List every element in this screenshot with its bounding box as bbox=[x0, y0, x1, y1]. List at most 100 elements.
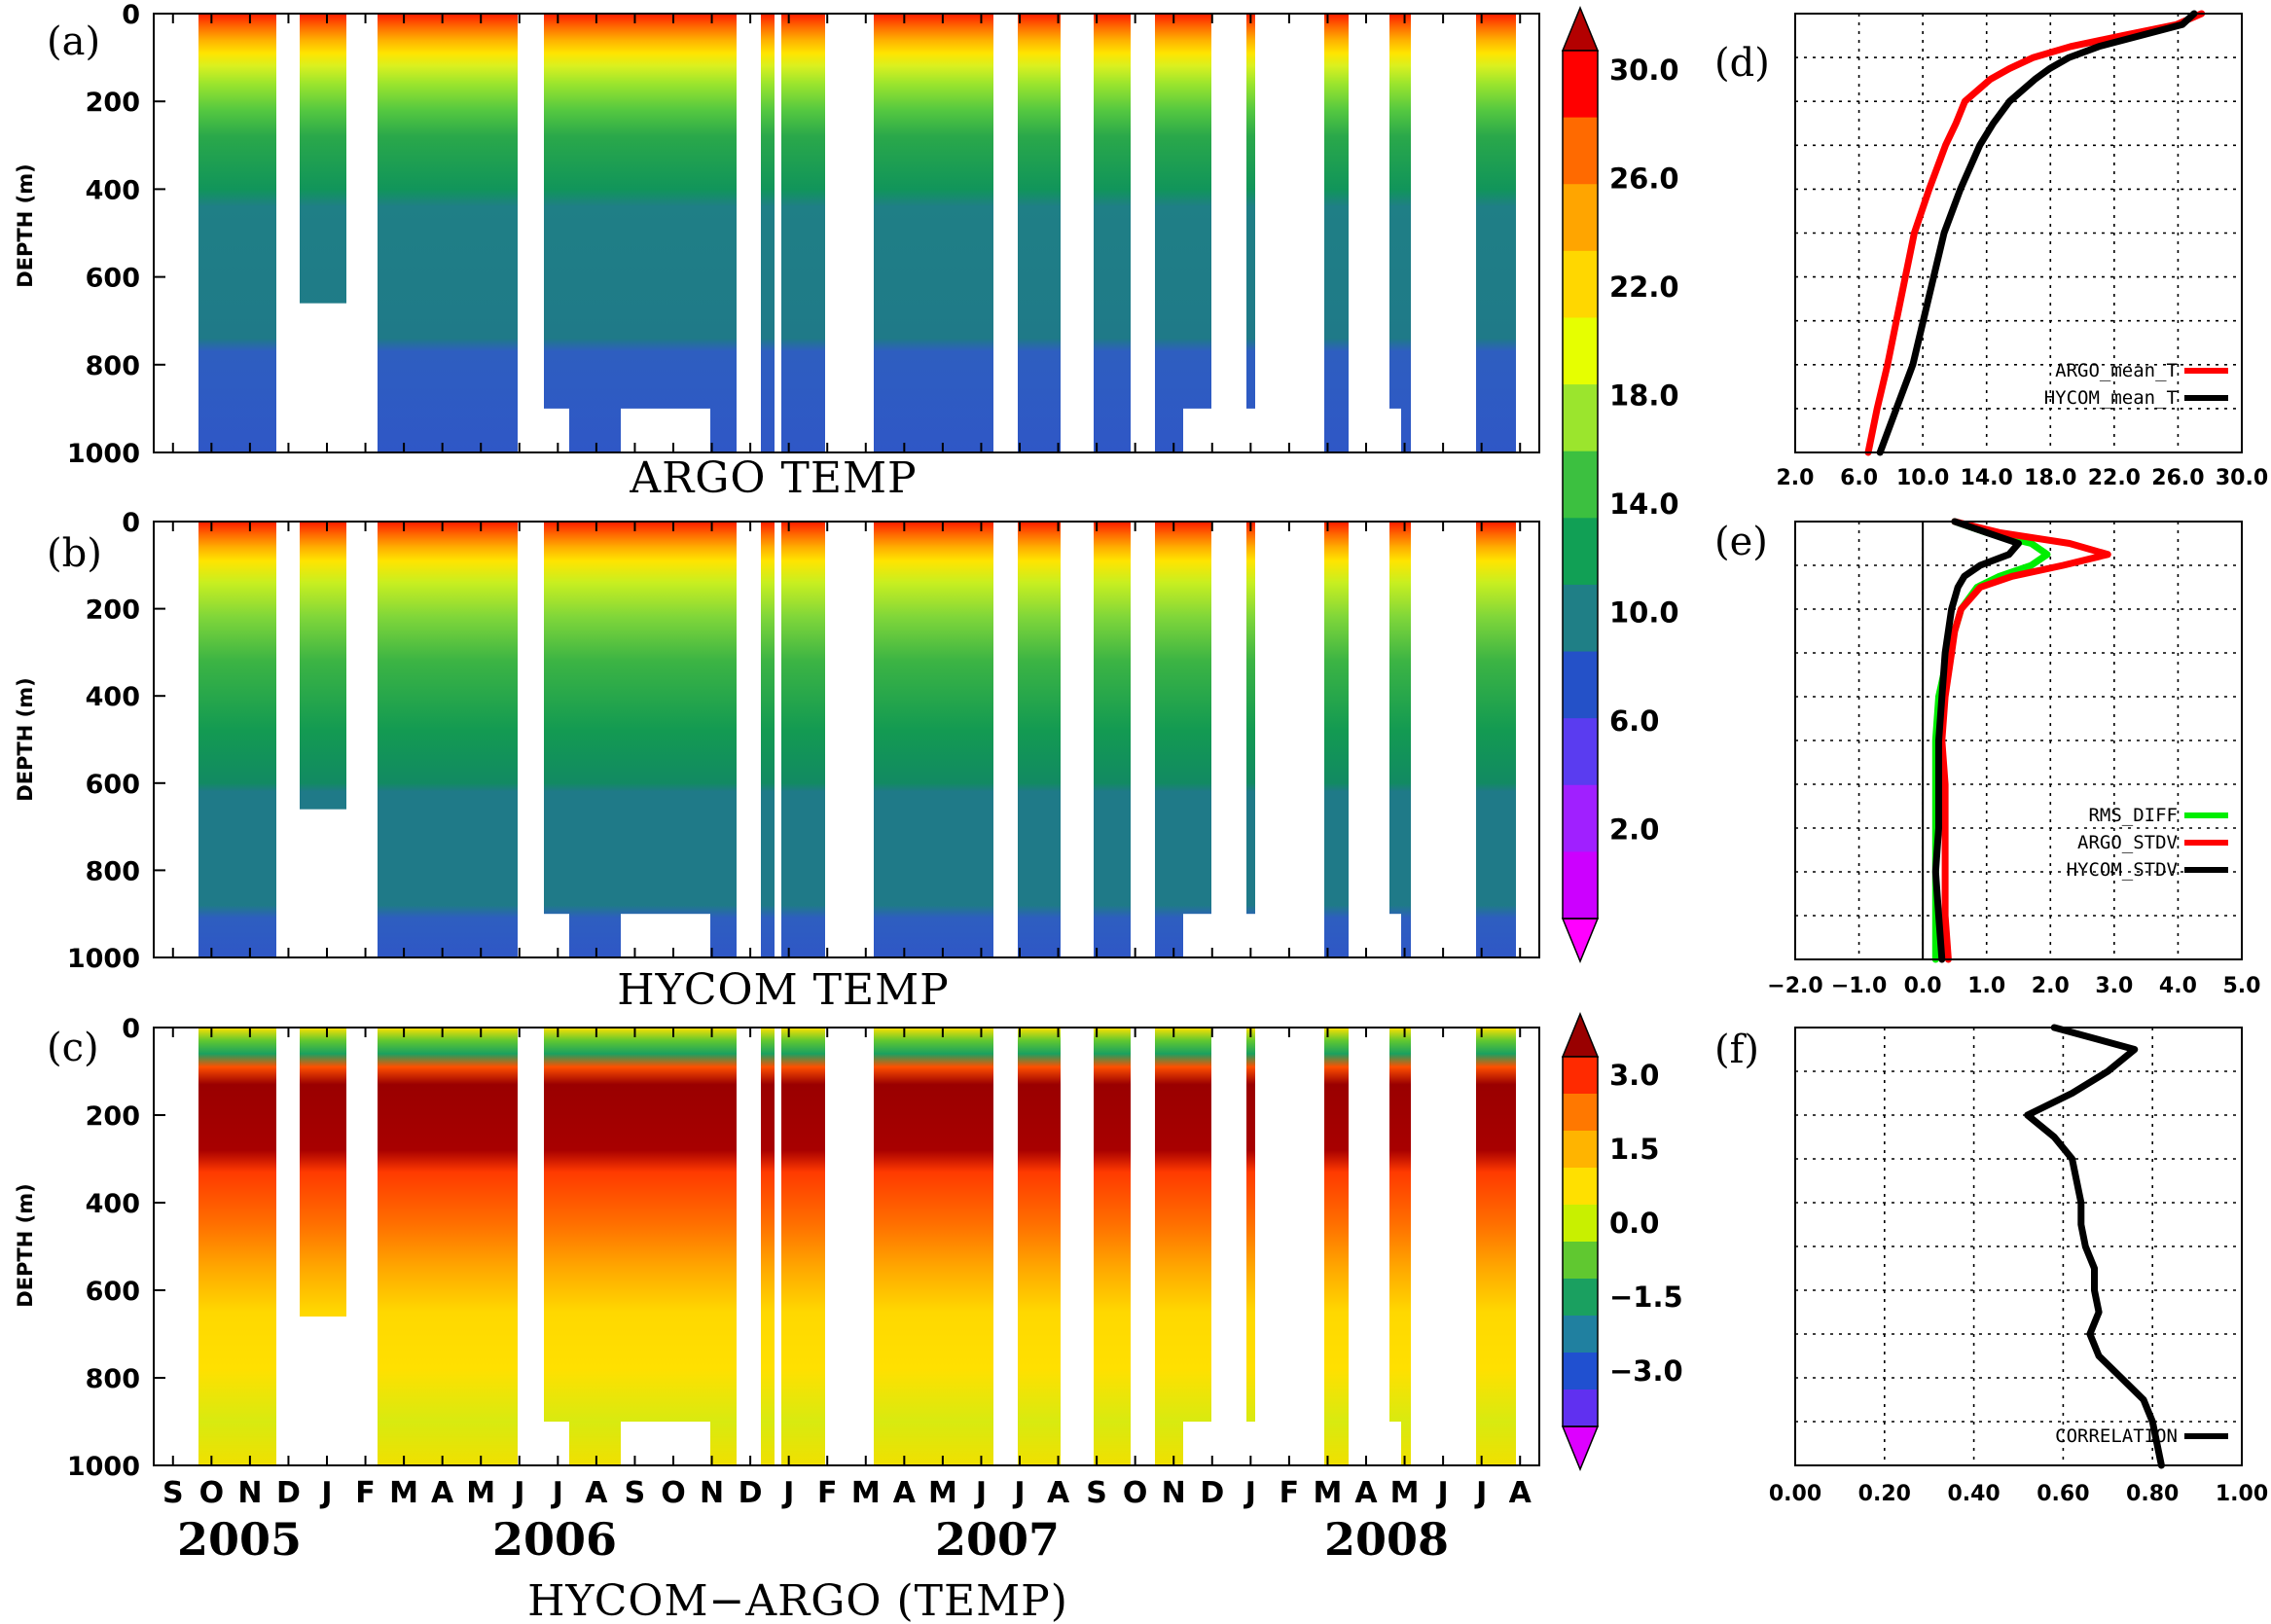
month-label: O bbox=[1123, 1476, 1148, 1510]
x-tick-label: −2.0 bbox=[1767, 974, 1822, 998]
missing-data bbox=[1386, 408, 1401, 453]
colorbar-label: 1.5 bbox=[1609, 1133, 1659, 1166]
panel-d-mean-profile: 2.0 6.0 10.0 14.0 18.0 22.0 26.0 30.0 ARGO_mean_… bbox=[1777, 10, 2268, 490]
data-column bbox=[1018, 522, 1061, 957]
panel-a-label: (a) bbox=[47, 19, 100, 64]
data-column bbox=[378, 1028, 518, 1465]
month-label: D bbox=[276, 1476, 301, 1510]
series-line bbox=[1864, 10, 2206, 456]
data-column bbox=[1246, 1028, 1255, 1465]
month-label: D bbox=[739, 1476, 763, 1510]
colorbar-label: 22.0 bbox=[1609, 271, 1679, 304]
year-label: 2007 bbox=[935, 1513, 1060, 1566]
x-tick-label: 0.0 bbox=[1904, 974, 1942, 998]
colorbar-segment bbox=[1563, 51, 1598, 119]
panel-f-label: (f) bbox=[1714, 1028, 1759, 1072]
plot-frame bbox=[1794, 1027, 2243, 1466]
missing-data bbox=[1386, 1422, 1401, 1466]
x-tick-label: 30.0 bbox=[2216, 466, 2268, 490]
panel-d-label: (d) bbox=[1714, 41, 1770, 86]
data-column bbox=[544, 1028, 737, 1465]
month-label: J bbox=[1474, 1476, 1487, 1510]
data-column bbox=[1389, 1028, 1411, 1465]
panel-a-title: ARGO TEMP bbox=[629, 453, 917, 503]
colorbar-segment bbox=[1563, 1168, 1598, 1206]
month-label: D bbox=[1200, 1476, 1224, 1510]
x-tick-label: 26.0 bbox=[2151, 466, 2204, 490]
colorbar-label: −1.5 bbox=[1609, 1281, 1683, 1314]
x-tick-label: 14.0 bbox=[1961, 466, 2013, 490]
month-label: N bbox=[1162, 1476, 1186, 1510]
data-column bbox=[761, 1028, 775, 1465]
colorbar-frame bbox=[1562, 1056, 1599, 1427]
panel-b-ylabel: DEPTH (m) bbox=[14, 677, 37, 801]
month-label: M bbox=[1314, 1476, 1343, 1510]
data-column bbox=[1094, 14, 1131, 452]
x-tick-label: 0.00 bbox=[1769, 1482, 1821, 1506]
data-column bbox=[781, 14, 825, 452]
missing-data bbox=[300, 809, 346, 958]
plot-frame bbox=[153, 1027, 1540, 1466]
month-label: J bbox=[1436, 1476, 1449, 1510]
data-column bbox=[198, 1028, 276, 1465]
colorbar-bottom-arrow bbox=[1561, 918, 1600, 963]
colorbar-frame bbox=[1562, 50, 1599, 920]
x-tick-label: 18.0 bbox=[2024, 466, 2076, 490]
colorbar-label: 30.0 bbox=[1609, 54, 1679, 87]
series-line bbox=[2024, 1024, 2165, 1469]
y-tick-label: 1000 bbox=[67, 944, 140, 974]
data-column bbox=[1476, 522, 1516, 957]
data-column bbox=[544, 14, 737, 452]
year-label: 2006 bbox=[492, 1513, 617, 1566]
colorbar-segment bbox=[1563, 851, 1598, 920]
missing-data bbox=[523, 408, 569, 453]
colorbar-bottom-arrow bbox=[1561, 1426, 1600, 1471]
x-tick-label: 6.0 bbox=[1840, 466, 1878, 490]
panel-a-argo-temp: 0 200 400 600 800 1000 bbox=[67, 0, 1540, 469]
y-tick-label: 400 bbox=[86, 682, 140, 712]
data-column bbox=[1246, 14, 1255, 452]
legend-label: RMS_DIFF bbox=[2088, 805, 2178, 826]
data-column bbox=[1389, 522, 1411, 957]
x-tick-label: 10.0 bbox=[1896, 466, 1949, 490]
month-label: M bbox=[1390, 1476, 1420, 1510]
month-label: F bbox=[1280, 1476, 1300, 1510]
panel-e-stdv-profile: −2.0 −1.0 0.0 1.0 2.0 3.0 4.0 5.0 RMS_DIFF ARGO_S… bbox=[1767, 518, 2261, 998]
month-label: A bbox=[893, 1476, 917, 1510]
data-column bbox=[1155, 1028, 1211, 1465]
y-tick-label: 800 bbox=[86, 351, 140, 381]
panel-c-hycom-argo-diff: 0 200 400 600 800 1000 bbox=[67, 1014, 1540, 1482]
missing-data bbox=[300, 1317, 346, 1466]
year-label: 2005 bbox=[177, 1513, 302, 1566]
month-label: J bbox=[551, 1476, 563, 1510]
data-column bbox=[544, 522, 737, 957]
y-tick-label: 1000 bbox=[67, 439, 140, 469]
year-labels: 2005 2006 2007 2008 bbox=[177, 1513, 1449, 1566]
colorbar-segment bbox=[1563, 1389, 1598, 1427]
panel-c-title: HYCOM−ARGO (TEMP) bbox=[527, 1576, 1068, 1624]
x-tick-label: 5.0 bbox=[2223, 974, 2261, 998]
y-tick-label: 200 bbox=[86, 595, 140, 626]
colorbar-label: 26.0 bbox=[1609, 162, 1679, 196]
colorbar-segment bbox=[1563, 1205, 1598, 1243]
data-column bbox=[1018, 14, 1061, 452]
colorbar-segment bbox=[1563, 451, 1598, 519]
month-label: O bbox=[199, 1476, 225, 1510]
data-column bbox=[781, 1028, 825, 1465]
month-label: A bbox=[1354, 1476, 1378, 1510]
series-line bbox=[1938, 518, 2111, 963]
y-tick-label: 600 bbox=[86, 264, 140, 294]
month-label: S bbox=[625, 1476, 646, 1510]
y-tick-label: 200 bbox=[86, 1101, 140, 1132]
panel-c-label: (c) bbox=[47, 1026, 99, 1070]
month-label: M bbox=[851, 1476, 881, 1510]
colorbar-segment bbox=[1563, 1316, 1598, 1353]
panel-a-ylabel: DEPTH (m) bbox=[14, 163, 37, 287]
missing-data bbox=[1386, 914, 1401, 958]
month-label: A bbox=[585, 1476, 608, 1510]
panel-e-label: (e) bbox=[1714, 520, 1768, 564]
y-tick-label: 200 bbox=[86, 88, 140, 118]
legend-label: ARGO_STDV bbox=[2077, 832, 2178, 853]
y-tick-label: 600 bbox=[86, 1277, 140, 1307]
data-column bbox=[198, 522, 276, 957]
